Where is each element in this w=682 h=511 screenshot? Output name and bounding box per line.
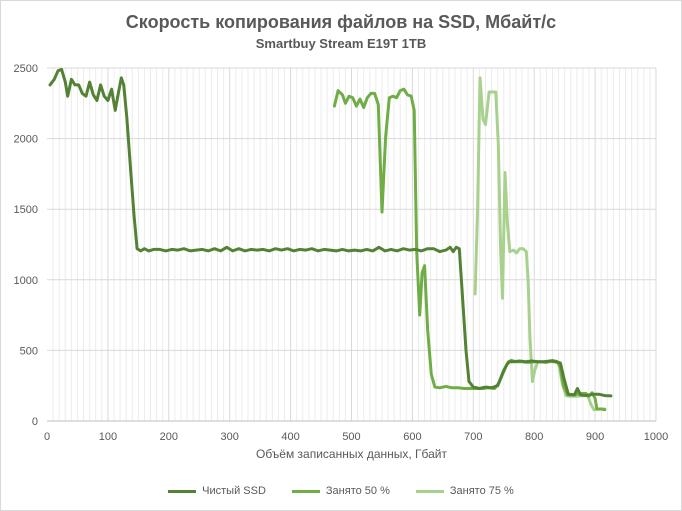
y-tick-label: 2000 <box>14 134 38 146</box>
legend-item-50: Занято 50 % <box>291 485 390 497</box>
x-tick-label: 400 <box>281 431 299 443</box>
y-tick-label: 1000 <box>14 275 38 287</box>
x-axis-label: Объём записанных данных, Гбайт <box>255 447 448 461</box>
legend: Чистый SSD Занято 50 % Занято 75 % <box>0 485 682 497</box>
y-tick-label: 1500 <box>14 204 38 216</box>
legend-item-75: Занято 75 % <box>415 485 514 497</box>
series-line-occupied-75 <box>473 76 607 412</box>
chart-title: Скорость копирования файлов на SSD, Мбай… <box>125 12 557 32</box>
x-tick-label: 600 <box>403 431 421 443</box>
legend-label-50: Занято 50 % <box>325 485 390 497</box>
legend-label-75: Занято 75 % <box>449 485 514 497</box>
series-line-clean-ssd <box>48 67 613 398</box>
legend-item-clean: Чистый SSD <box>168 485 266 497</box>
y-tick-label: 500 <box>20 345 38 357</box>
x-tick-label: 900 <box>586 431 604 443</box>
legend-label-clean: Чистый SSD <box>202 485 266 497</box>
x-tick-label: 0 <box>44 431 50 443</box>
x-tick-label: 300 <box>221 431 239 443</box>
y-tick-label: 0 <box>32 416 38 428</box>
legend-swatch-75 <box>415 489 444 493</box>
x-tick-label: 100 <box>99 431 117 443</box>
legend-swatch-clean <box>168 489 197 493</box>
x-tick-label: 200 <box>160 431 178 443</box>
x-tick-label: 1000 <box>644 431 668 443</box>
legend-swatch-50 <box>291 489 320 493</box>
series-line-occupied-50 <box>332 87 607 412</box>
x-tick-label: 500 <box>342 431 360 443</box>
x-tick-label: 700 <box>464 431 482 443</box>
chart-subtitle: Smartbuy Stream E19T 1TB <box>255 36 427 51</box>
y-tick-label: 2500 <box>14 63 38 75</box>
x-tick-label: 800 <box>525 431 543 443</box>
